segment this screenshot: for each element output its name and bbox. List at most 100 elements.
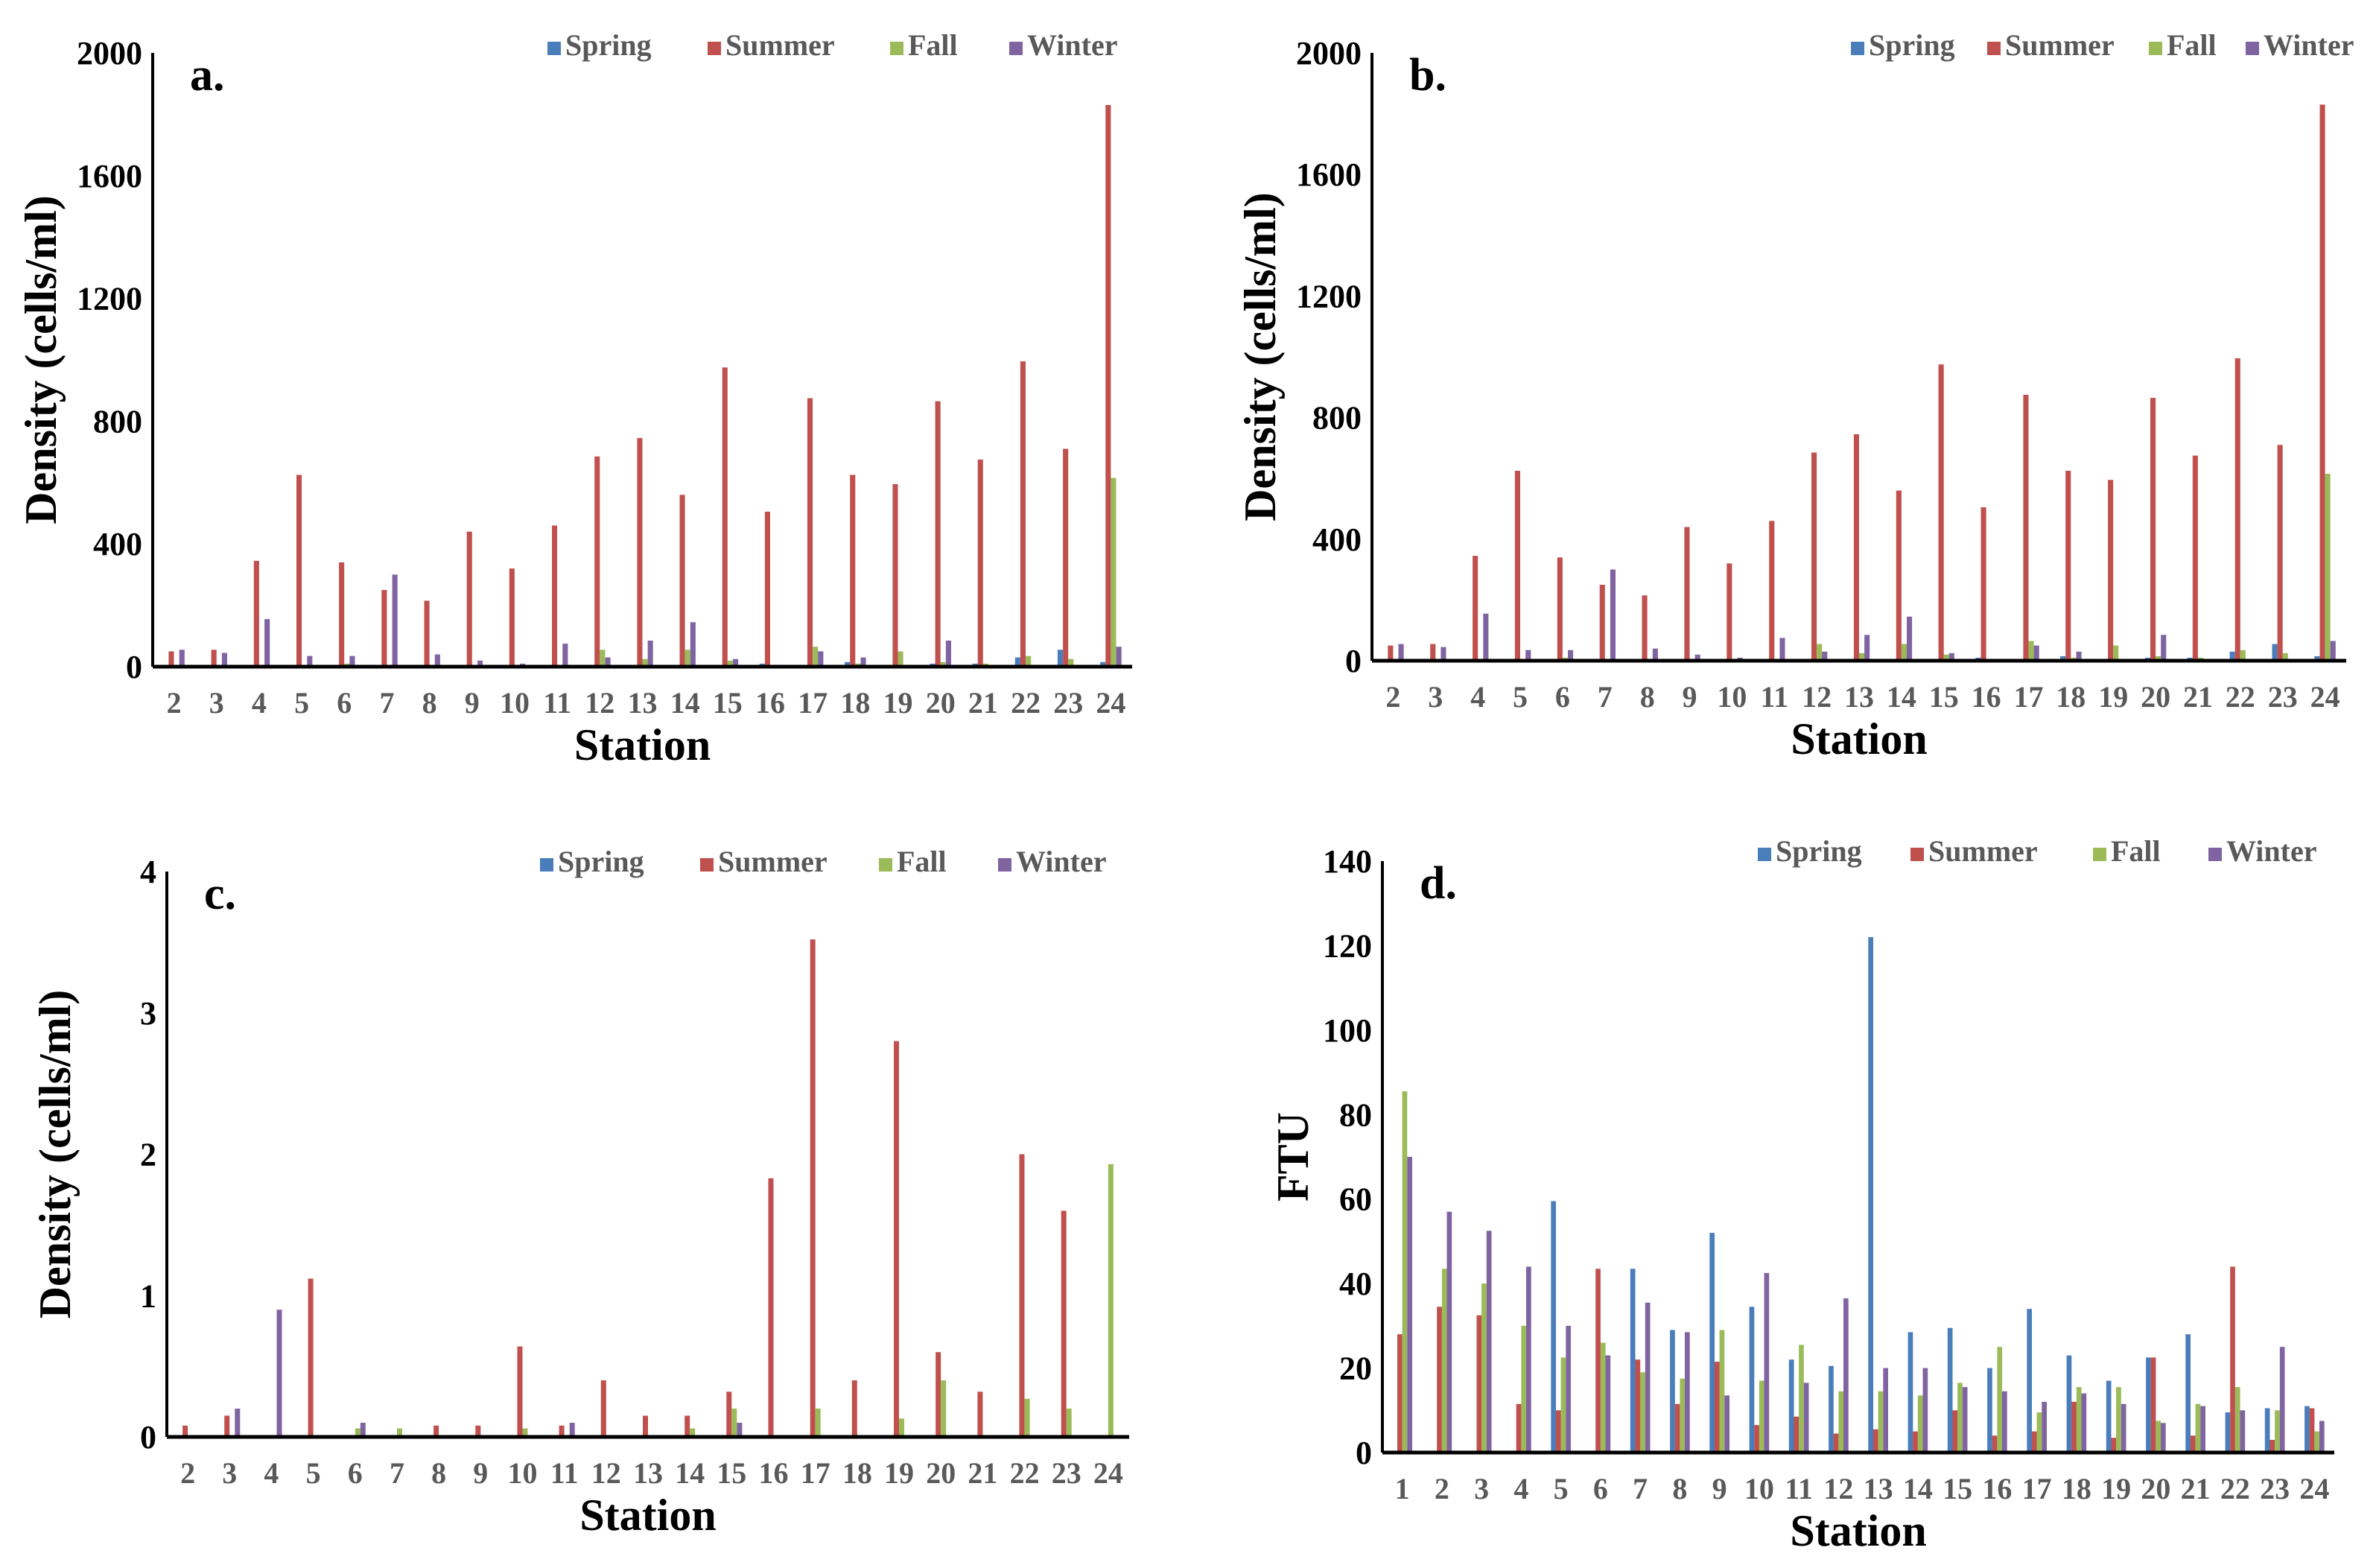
x-tick-label: 5	[1513, 680, 1528, 714]
bar-winter-station-3	[1486, 1231, 1492, 1453]
bar-winter-station-19	[2121, 1403, 2126, 1453]
bar-summer-station-6	[1557, 557, 1563, 661]
x-tick-label: 20	[2141, 680, 2170, 714]
bar-summer-station-13	[1873, 1429, 1878, 1453]
legend-label-summer: Summer	[2005, 28, 2115, 62]
bar-fall-station-23	[1066, 1409, 1072, 1437]
x-tick-label: 16	[1982, 1472, 2012, 1505]
x-tick-label: 19	[2101, 1472, 2131, 1505]
bar-summer-station-5	[296, 474, 302, 667]
bar-summer-station-12	[594, 456, 600, 667]
bar-fall-station-14	[684, 650, 690, 667]
bar-summer-station-19	[892, 483, 898, 667]
y-tick-label: 1200	[77, 281, 142, 317]
bar-winter-station-24	[2319, 1421, 2325, 1453]
bar-fall-station-14	[690, 1428, 696, 1437]
y-tick-label: 1600	[1296, 156, 1362, 193]
legend-swatch-summer	[1987, 42, 2001, 55]
bar-winter-station-17	[2042, 1401, 2047, 1453]
x-tick-label: 4	[1513, 1472, 1528, 1505]
bar-summer-station-14	[1913, 1431, 1918, 1453]
bar-winter-station-6	[360, 1423, 366, 1437]
x-tick-label: 5	[306, 1456, 321, 1490]
bar-winter-station-15	[737, 1423, 743, 1437]
bar-summer-station-2	[168, 651, 174, 667]
legend-label-summer: Summer	[725, 28, 835, 62]
bar-fall-station-22	[1026, 656, 1032, 667]
bar-fall-station-13	[642, 658, 648, 667]
bar-winter-station-20	[2161, 1423, 2166, 1453]
y-axis-title: Density (cells/ml)	[16, 195, 66, 524]
bar-fall-station-13	[1878, 1391, 1884, 1453]
bar-summer-station-3	[211, 650, 217, 667]
x-tick-label: 17	[801, 1456, 830, 1490]
x-tick-label: 23	[1053, 686, 1083, 720]
legend-label-spring: Spring	[565, 28, 652, 62]
y-tick-label: 2000	[1296, 35, 1362, 72]
bar-summer-station-5	[308, 1278, 314, 1437]
x-tick-label: 21	[968, 1456, 997, 1490]
y-tick-label: 20	[1339, 1350, 1372, 1387]
bar-winter-station-21	[2200, 1406, 2205, 1453]
bar-winter-station-20	[2161, 635, 2167, 661]
bar-spring-station-21	[2185, 1334, 2191, 1453]
bar-summer-station-20	[2150, 1357, 2156, 1453]
bar-spring-station-23	[2272, 644, 2278, 661]
bar-spring-station-5	[1551, 1201, 1556, 1453]
x-tick-label: 13	[628, 686, 658, 720]
bar-fall-station-17	[815, 1409, 821, 1437]
legend-label-winter: Winter	[2264, 28, 2354, 62]
bar-summer-station-21	[2191, 1435, 2196, 1453]
bar-summer-station-8	[1642, 595, 1648, 661]
bar-spring-station-22	[2225, 1412, 2231, 1453]
x-tick-label: 3	[1428, 680, 1443, 714]
x-axis-title: Station	[1791, 714, 1927, 764]
bar-spring-station-18	[2066, 1355, 2072, 1453]
bar-fall-station-5	[1560, 1357, 1566, 1453]
bar-fall-station-19	[899, 1418, 904, 1437]
bar-spring-station-17	[2027, 1309, 2032, 1453]
y-tick-label: 800	[1312, 400, 1362, 437]
bar-winter-station-4	[1483, 613, 1489, 661]
bar-summer-station-17	[810, 939, 816, 1437]
y-tick-label: 60	[1339, 1181, 1372, 1218]
bar-summer-station-11	[559, 1425, 565, 1437]
x-tick-label: 12	[1823, 1472, 1853, 1505]
bar-winter-station-3	[221, 653, 227, 667]
bar-winter-station-13	[647, 641, 653, 667]
bar-summer-station-24	[2319, 104, 2325, 661]
x-tick-label: 17	[2022, 1472, 2052, 1505]
bar-fall-station-20	[941, 1380, 947, 1437]
bar-summer-station-11	[1769, 521, 1775, 661]
bar-summer-station-5	[1514, 471, 1520, 661]
bar-fall-station-13	[1859, 653, 1865, 661]
bar-summer-station-6	[339, 562, 345, 667]
bar-winter-station-6	[1605, 1355, 1611, 1453]
bar-fall-station-12	[600, 650, 606, 667]
bar-winter-station-7	[1645, 1302, 1651, 1453]
x-axis-title: Station	[579, 1491, 716, 1540]
y-tick-label: 400	[1312, 521, 1362, 558]
legend-label-spring: Spring	[558, 845, 644, 878]
x-tick-label: 20	[2141, 1472, 2170, 1505]
bar-winter-station-9	[477, 660, 483, 667]
y-tick-label: 800	[93, 403, 142, 439]
bar-summer-station-20	[936, 1352, 941, 1437]
x-tick-label: 19	[883, 686, 913, 720]
bar-summer-station-19	[894, 1041, 899, 1437]
bar-winter-station-18	[2081, 1393, 2087, 1453]
bar-summer-station-15	[1938, 364, 1944, 661]
bar-fall-station-1	[1402, 1091, 1408, 1453]
bar-summer-station-23	[2277, 445, 2283, 661]
bar-fall-station-23	[2275, 1410, 2280, 1453]
bar-summer-station-22	[1019, 1154, 1025, 1437]
bar-winter-station-20	[945, 641, 951, 667]
x-tick-label: 22	[1010, 1456, 1040, 1490]
bar-fall-station-9	[1719, 1330, 1725, 1453]
bar-summer-station-10	[1727, 563, 1732, 661]
bar-spring-station-22	[2229, 651, 2235, 661]
bar-summer-station-7	[1599, 585, 1605, 661]
x-tick-label: 14	[675, 1456, 705, 1490]
